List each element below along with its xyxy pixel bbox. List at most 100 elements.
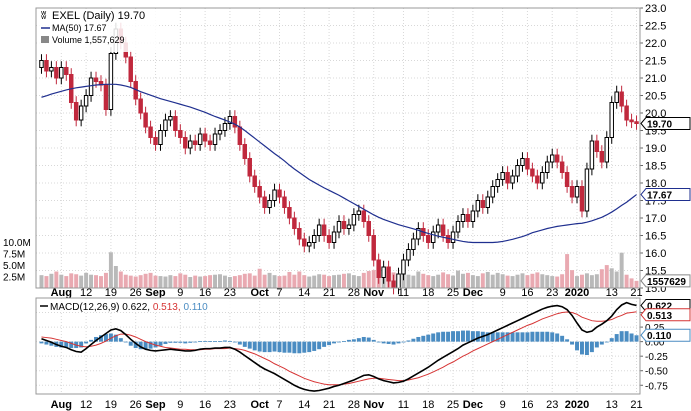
macd-histogram-bar bbox=[341, 341, 346, 342]
volume-bar bbox=[525, 275, 530, 288]
candle-body bbox=[326, 235, 332, 243]
candle-body bbox=[411, 238, 416, 250]
candle-body bbox=[564, 172, 570, 187]
candle-body bbox=[108, 53, 114, 110]
macd-histogram-bar bbox=[257, 341, 262, 352]
volume-bar bbox=[267, 272, 272, 288]
candle-body bbox=[282, 196, 287, 208]
candle-body bbox=[59, 67, 64, 79]
volume-bar bbox=[594, 274, 599, 288]
macd-histogram-bar bbox=[49, 341, 54, 346]
volume-bar bbox=[64, 276, 69, 288]
candle-body bbox=[336, 221, 342, 233]
macd-histogram-bar bbox=[332, 341, 337, 344]
moving-average bbox=[41, 83, 637, 244]
candle-body bbox=[173, 116, 178, 131]
legend-symbol: EXEL (Daily) 19.70 bbox=[52, 10, 145, 22]
x-tick-label: 19 bbox=[105, 287, 117, 299]
macd-histogram-bar bbox=[118, 338, 123, 342]
candle-body bbox=[540, 172, 545, 184]
x-tick-label: 7 bbox=[276, 287, 282, 299]
volume-bar bbox=[193, 275, 198, 288]
candle-body bbox=[262, 196, 267, 208]
macd-histogram-bar bbox=[123, 341, 128, 343]
volume-bar bbox=[629, 278, 634, 288]
volume-bar bbox=[584, 273, 589, 288]
macd-y-tick-label: 0.25 bbox=[645, 323, 665, 334]
macd-histogram-bar bbox=[391, 341, 396, 345]
volume-bar bbox=[441, 272, 446, 288]
candle-body bbox=[183, 137, 188, 149]
macd-histogram-bar bbox=[416, 336, 421, 342]
macd-histogram-bar bbox=[475, 331, 480, 342]
last-price-tag-box bbox=[640, 117, 691, 130]
candle-body bbox=[530, 168, 535, 177]
macd-histogram-bar bbox=[237, 341, 242, 345]
macd-histogram-bar bbox=[584, 341, 589, 356]
candle-body bbox=[386, 266, 391, 282]
macd-histogram-bar bbox=[465, 330, 470, 342]
volume-bar bbox=[351, 275, 356, 288]
volume-bar bbox=[103, 272, 108, 288]
last-price-tag: 19.70 bbox=[640, 117, 691, 131]
macd-x-tick-label: Oct bbox=[250, 399, 269, 411]
candle-body bbox=[212, 133, 218, 145]
macd-histogram-bar bbox=[371, 339, 376, 342]
volume-bar bbox=[599, 269, 604, 288]
volume-bar bbox=[411, 275, 416, 288]
price-y-tick-label: 18.0 bbox=[645, 178, 666, 190]
macd-histogram-bar bbox=[69, 341, 74, 349]
candle-body bbox=[73, 102, 79, 121]
volume-bar bbox=[436, 274, 441, 288]
x-tick-label: 12 bbox=[80, 287, 92, 299]
macd-histogram-bar bbox=[287, 341, 292, 353]
macd-histogram-bar bbox=[604, 341, 609, 343]
price-y-tick-label: 20.5 bbox=[645, 91, 666, 103]
candle-body bbox=[311, 235, 317, 243]
volume-bar bbox=[500, 274, 505, 288]
macd-histogram-bar bbox=[103, 334, 108, 342]
macd-x-tick-label: 9 bbox=[500, 399, 506, 411]
volume-bar bbox=[39, 275, 44, 288]
volume-bar bbox=[94, 275, 99, 288]
volume-bar bbox=[198, 276, 203, 288]
macd-histogram-bar bbox=[84, 341, 89, 344]
volume-bar bbox=[257, 268, 262, 288]
x-tick-label: 2020 bbox=[565, 287, 589, 299]
volume-bar bbox=[609, 268, 614, 288]
svg-text:MACD(12,26,9) 0.622, 0.513, 0.: MACD(12,26,9) 0.622, 0.513, 0.110 bbox=[50, 302, 208, 313]
macd-histogram-bar bbox=[510, 332, 515, 342]
candle-body bbox=[237, 126, 243, 145]
volume-bar bbox=[292, 274, 297, 288]
candle-body bbox=[574, 186, 580, 198]
macd-histogram-bar bbox=[327, 341, 332, 346]
candle-body bbox=[549, 154, 555, 163]
hist-value-tag-text: 0.110 bbox=[647, 331, 672, 342]
x-tick-label: Sep bbox=[145, 287, 165, 299]
x-tick-label: 25 bbox=[447, 287, 459, 299]
volume-bar bbox=[74, 274, 79, 288]
candle-body bbox=[505, 172, 510, 184]
x-tick-label: 14 bbox=[298, 287, 310, 299]
candle-body bbox=[559, 161, 565, 173]
candle-body bbox=[624, 105, 629, 121]
candle-body bbox=[202, 133, 208, 142]
volume-bar bbox=[327, 276, 332, 288]
volume-bar bbox=[495, 272, 500, 288]
candle-body bbox=[401, 259, 406, 275]
candle-body bbox=[351, 214, 357, 226]
macd-x-tick-label: 26 bbox=[130, 399, 142, 411]
macd-histogram-bar bbox=[361, 336, 366, 342]
volume-bar bbox=[480, 273, 485, 288]
candle-body bbox=[460, 214, 466, 222]
candle-body bbox=[629, 119, 634, 123]
macd-histogram-bar bbox=[570, 341, 575, 345]
candle-body bbox=[163, 119, 168, 131]
macd-legend-label: MACD(12,26,9) bbox=[50, 302, 119, 313]
macd-histogram-bar bbox=[629, 333, 634, 342]
candle-body bbox=[455, 221, 461, 233]
volume-bar bbox=[148, 272, 153, 288]
candle-body bbox=[252, 175, 257, 187]
macd-x-tick-label: Nov bbox=[363, 399, 385, 411]
volume-bar bbox=[282, 275, 287, 288]
